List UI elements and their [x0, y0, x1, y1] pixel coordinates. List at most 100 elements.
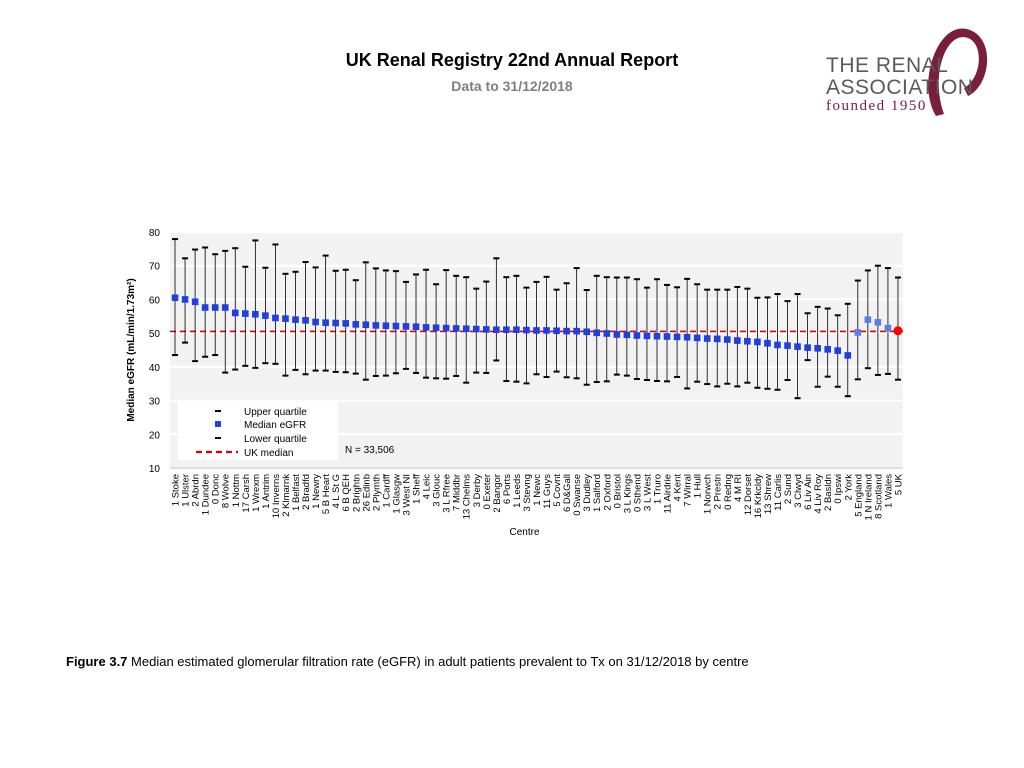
figure-text: Median estimated glomerular filtration r… — [127, 654, 749, 669]
median-point — [412, 323, 420, 331]
median-point — [844, 352, 852, 359]
x-tick-label: 1 Nottm — [231, 474, 242, 507]
renal-association-logo: THE RENAL ASSOCIATION founded 1950 — [818, 24, 998, 124]
legend-median-symbol — [215, 421, 221, 427]
x-tick-label: 6 B QEH — [341, 474, 352, 512]
figure-label: Figure 3.7 — [66, 654, 128, 669]
x-tick-label: 13 Shrew — [763, 474, 774, 514]
x-tick-label: 1 Newry — [311, 474, 322, 509]
x-tick-label: 1 Norwch — [703, 474, 714, 514]
chart-svg: 10 20 30 40 50 60 70 80 Median eGFR (mL/min/1.73… — [126, 228, 904, 538]
median-point — [613, 331, 621, 338]
median-point — [553, 327, 560, 335]
x-tick-label: 2 Prestn — [713, 474, 724, 509]
y-tick-label: 10 — [149, 464, 161, 475]
median-point — [342, 320, 350, 327]
x-tick-label: 0 Ipswi — [833, 474, 844, 504]
x-tick-label: 5 UK — [893, 473, 904, 495]
median-point — [583, 328, 591, 336]
x-tick-label: 8 Scotland — [873, 474, 884, 519]
x-tick-label: 8 Wolve — [221, 474, 232, 508]
median-point — [493, 326, 500, 334]
median-point — [322, 319, 329, 326]
x-tick-label: 2 York — [843, 474, 854, 501]
x-tick-label: 2 Plymth — [371, 474, 382, 511]
y-tick-label: 40 — [149, 363, 161, 374]
x-tick-label: 0 Sthend — [632, 474, 643, 512]
x-tick-label: 4 Kent — [673, 474, 684, 502]
median-point — [503, 326, 510, 334]
legend-entry: UK median — [244, 448, 293, 459]
median-point — [623, 331, 631, 339]
x-tick-label: 4 M RI — [733, 474, 744, 502]
median-point — [382, 322, 390, 330]
median-point — [442, 324, 450, 332]
x-tick-label: 5 England — [853, 474, 864, 517]
x-tick-label: 1 Newc — [532, 474, 543, 506]
y-tick-label: 30 — [149, 397, 161, 408]
x-tick-label: 3 L Kings — [622, 474, 633, 514]
y-tick-label: 60 — [149, 295, 161, 306]
x-tick-label: 7 Middbr — [452, 474, 463, 511]
median-point — [513, 326, 520, 334]
median-point — [312, 318, 319, 326]
median-point — [231, 309, 239, 317]
median-point — [533, 327, 540, 334]
x-tick-label: 3 Derby — [472, 474, 483, 508]
x-tick-label: 3 Clwyd — [793, 474, 804, 508]
legend-entry: Median eGFR — [244, 420, 306, 431]
legend-entry: Lower quartile — [244, 434, 307, 445]
x-tick-label: 1 Salford — [592, 474, 603, 512]
median-point — [543, 327, 550, 334]
median-point — [181, 296, 189, 303]
x-tick-label: 1 Truro — [652, 474, 663, 504]
x-tick-label: 16 Krkcldy — [753, 474, 764, 519]
x-tick-label: 2 Bangor — [492, 474, 503, 513]
median-point — [332, 319, 339, 327]
median-point — [302, 317, 309, 324]
x-tick-label: 1 Leeds — [512, 474, 523, 508]
x-tick-label: 1 Cardff — [381, 474, 392, 508]
legend-box — [178, 402, 338, 460]
legend-entry: Upper quartile — [244, 407, 307, 418]
x-tick-label: 4 Liv Roy — [813, 474, 824, 514]
x-tick-label: 3 L Rfree — [442, 474, 453, 513]
uk-median-point — [893, 326, 903, 336]
n-label: N = 33,506 — [345, 445, 395, 456]
x-tick-label: 1 Ulster — [181, 474, 192, 507]
median-point — [573, 327, 580, 335]
median-point — [864, 316, 872, 323]
median-point — [282, 315, 289, 322]
median-point — [372, 322, 380, 329]
median-point — [673, 333, 681, 341]
x-tick-label: 3 L West — [642, 474, 653, 511]
x-tick-label: 11 Guys — [542, 474, 553, 509]
x-tick-label: 3 West NI — [401, 474, 412, 516]
y-axis-label: Median eGFR (mL/min/1.73m²) — [126, 278, 137, 421]
x-tick-label: 2 Bradfd — [301, 474, 312, 510]
median-point — [272, 314, 279, 322]
x-tick-label: 2 Brightn — [351, 474, 362, 512]
x-tick-label: 0 Donc — [211, 474, 222, 504]
x-tick-label: 7 Wirral — [683, 474, 694, 507]
x-tick-label: 4 L St G — [331, 474, 342, 509]
y-tick-label: 50 — [149, 329, 161, 340]
figure-caption: Figure 3.7 Median estimated glomerular f… — [66, 654, 966, 669]
x-tick-label: 6 Ports — [502, 474, 513, 504]
page-subtitle: Data to 31/12/2018 — [451, 78, 573, 94]
median-point — [693, 334, 701, 342]
logo-line-2: ASSOCIATION — [826, 76, 974, 99]
median-point — [462, 325, 470, 333]
median-point — [713, 335, 721, 343]
median-point — [723, 336, 731, 343]
median-point — [211, 304, 219, 311]
median-point — [874, 319, 882, 326]
median-point — [292, 316, 299, 323]
y-tick-label: 70 — [149, 262, 161, 273]
x-tick-label: 1 Wales — [883, 474, 894, 508]
logo-line-1: THE RENAL — [826, 54, 949, 77]
median-point — [362, 321, 370, 329]
median-point — [472, 325, 480, 333]
x-tick-label: 13 Chelms — [462, 474, 473, 520]
logo-line-3: founded 1950 — [826, 98, 927, 114]
